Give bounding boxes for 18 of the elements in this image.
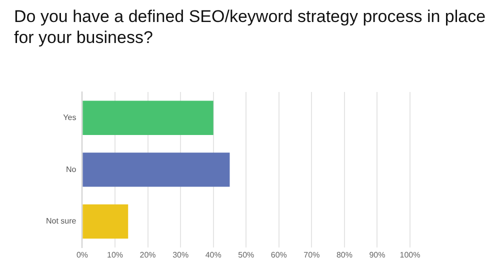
x-tick-label: 20% [140,250,156,260]
x-tick-label: 60% [270,250,287,260]
x-tick-label: 30% [172,250,189,260]
x-tick-label: 90% [369,250,386,260]
y-tick-label: Yes [63,113,76,122]
y-tick-label: Not sure [46,216,77,226]
x-tick-label: 10% [107,250,124,260]
chart-title: Do you have a defined SEO/keyword strategy process in place for your business? [14,6,487,48]
x-tick-label: 80% [336,250,352,260]
x-tick-label: 70% [304,250,320,260]
x-tick-label: 0% [76,250,88,260]
y-tick-label: No [66,164,77,174]
x-tick-label: 50% [238,250,254,260]
bar [82,204,128,239]
bar [82,152,230,187]
x-tick-label: 40% [205,250,222,260]
bar [82,100,214,135]
x-tick-label: 100% [400,250,420,260]
